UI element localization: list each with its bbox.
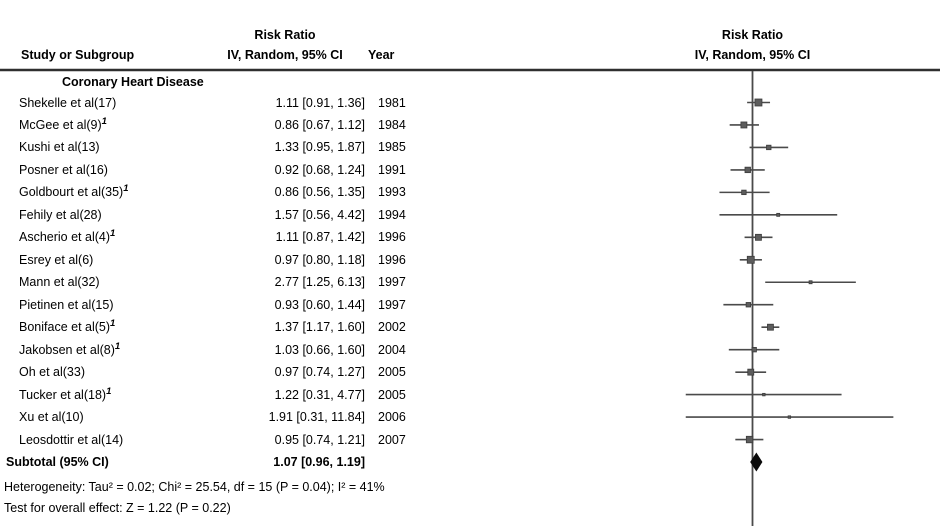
study-label: Oh et al(33) bbox=[19, 365, 86, 380]
study-row: Xu et al(10) 1.91 [0.31, 11.84] 2006 bbox=[0, 408, 470, 426]
study-ci-value: 1.22 [0.31, 4.77] bbox=[274, 387, 365, 402]
study-ci-value: 1.33 [0.95, 1.87] bbox=[274, 140, 365, 155]
study-year: 2002 bbox=[378, 320, 406, 335]
study-ci-value: 1.11 [0.91, 1.36] bbox=[275, 95, 365, 110]
study-label: Mann et al(32) bbox=[19, 275, 100, 290]
effect-marker bbox=[747, 368, 755, 376]
study-label: Goldbourt et al(35)1 bbox=[19, 183, 129, 200]
study-year: 2006 bbox=[378, 410, 406, 425]
effect-marker bbox=[746, 255, 755, 264]
study-year: 1981 bbox=[378, 95, 406, 110]
effect-marker bbox=[808, 280, 813, 285]
study-ci-value: 0.86 [0.67, 1.12] bbox=[274, 117, 365, 132]
year-column-header: Year bbox=[368, 48, 395, 62]
study-ci-value: 1.03 [0.66, 1.60] bbox=[274, 342, 365, 357]
study-year: 2005 bbox=[378, 387, 406, 402]
study-row: Pietinen et al(15) 0.93 [0.60, 1.44] 1997 bbox=[0, 296, 470, 314]
overall-effect-note: Test for overall effect: Z = 1.22 (P = 0… bbox=[4, 501, 231, 515]
study-row: Boniface et al(5)1 1.37 [1.17, 1.60] 2002 bbox=[0, 318, 470, 336]
effect-marker bbox=[762, 392, 766, 397]
study-row: Tucker et al(18)1 1.22 [0.31, 4.77] 2005 bbox=[0, 386, 470, 404]
study-ci-value: 0.95 [0.74, 1.21] bbox=[274, 432, 365, 447]
study-row: Kushi et al(13) 1.33 [0.95, 1.87] 1985 bbox=[0, 138, 470, 156]
study-year: 1985 bbox=[378, 140, 406, 155]
footnote-marker: 1 bbox=[114, 340, 121, 352]
footnote-marker: 1 bbox=[110, 228, 116, 240]
study-label: Jakobsen et al(8)1 bbox=[19, 340, 121, 357]
subgroup-title: Coronary Heart Disease bbox=[62, 75, 204, 89]
study-label: Esrey et al(6) bbox=[19, 252, 94, 267]
study-label: Xu et al(10) bbox=[19, 410, 84, 425]
subtotal-diamond bbox=[750, 452, 763, 472]
plot-effect-header-line2: IV, Random, 95% CI bbox=[694, 48, 811, 62]
effect-marker bbox=[766, 144, 772, 151]
study-ci-value: 0.92 [0.68, 1.24] bbox=[274, 162, 365, 177]
study-row: Esrey et al(6) 0.97 [0.80, 1.18] 1996 bbox=[0, 251, 470, 269]
study-label: Boniface et al(5)1 bbox=[19, 318, 116, 335]
study-row: Goldbourt et al(35)1 0.86 [0.56, 1.35] 199… bbox=[0, 183, 470, 201]
heterogeneity-note: Heterogeneity: Tau² = 0.02; Chi² = 25.54… bbox=[4, 480, 385, 494]
study-label: Fehily et al(28) bbox=[19, 207, 102, 222]
study-row: Jakobsen et al(8)1 1.03 [0.66, 1.60] 2004 bbox=[0, 341, 470, 359]
study-row: Fehily et al(28) 1.57 [0.56, 4.42] 1994 bbox=[0, 206, 470, 224]
effect-marker bbox=[745, 302, 752, 308]
study-year: 1994 bbox=[378, 207, 406, 222]
study-label: Pietinen et al(15) bbox=[19, 297, 114, 312]
left-effect-header-line2: IV, Random, 95% CI bbox=[227, 48, 343, 62]
study-ci-value: 0.97 [0.74, 1.27] bbox=[274, 365, 365, 380]
study-row: Mann et al(32) 2.77 [1.25, 6.13] 1997 bbox=[0, 273, 470, 291]
footnote-marker: 1 bbox=[101, 115, 107, 127]
footnote-marker: 1 bbox=[123, 183, 129, 195]
study-label: Posner et al(16) bbox=[19, 162, 108, 177]
study-row: Oh et al(33) 0.97 [0.74, 1.27] 2005 bbox=[0, 363, 470, 381]
effect-marker bbox=[740, 121, 748, 129]
study-label: Ascherio et al(4)1 bbox=[19, 228, 116, 245]
study-ci-value: 0.93 [0.60, 1.44] bbox=[274, 297, 365, 312]
study-ci-value: 0.97 [0.80, 1.18] bbox=[274, 252, 365, 267]
study-year: 2005 bbox=[378, 365, 406, 380]
effect-marker bbox=[787, 415, 792, 419]
subtotal-label: Subtotal (95% CI) bbox=[6, 455, 109, 469]
study-ci-value: 0.86 [0.56, 1.35] bbox=[274, 185, 365, 200]
study-label: Kushi et al(13) bbox=[19, 140, 100, 155]
effect-marker bbox=[755, 233, 762, 241]
effect-marker bbox=[744, 166, 751, 174]
subtotal-ci-value: 1.07 [0.96, 1.19] bbox=[273, 455, 365, 469]
study-row: Leosdottir et al(14) 0.95 [0.74, 1.21] 200… bbox=[0, 431, 470, 449]
study-ci-value: 1.91 [0.31, 11.84] bbox=[268, 410, 365, 425]
study-ci-value: 1.57 [0.56, 4.42] bbox=[274, 207, 365, 222]
study-year: 2004 bbox=[378, 342, 406, 357]
left-effect-header-line1: Risk Ratio bbox=[254, 28, 316, 42]
effect-marker bbox=[751, 347, 757, 353]
study-row: Shekelle et al(17) 1.11 [0.91, 1.36] 1981 bbox=[0, 94, 470, 112]
study-row: McGee et al(9)1 0.86 [0.67, 1.12] 1984 bbox=[0, 116, 470, 134]
study-year: 1991 bbox=[378, 162, 406, 177]
study-year: 1996 bbox=[378, 230, 406, 245]
study-label: McGee et al(9)1 bbox=[19, 115, 107, 132]
study-year: 1984 bbox=[378, 117, 406, 132]
study-ci-value: 1.11 [0.87, 1.42] bbox=[275, 230, 365, 245]
effect-marker bbox=[745, 435, 754, 444]
footnote-marker: 1 bbox=[106, 385, 112, 397]
effect-marker bbox=[767, 323, 774, 331]
study-row: Ascherio et al(4)1 1.11 [0.87, 1.42] 1996 bbox=[0, 228, 470, 246]
effect-marker bbox=[776, 212, 781, 217]
study-label: Leosdottir et al(14) bbox=[19, 432, 124, 447]
study-year: 1997 bbox=[378, 297, 406, 312]
study-year: 2007 bbox=[378, 432, 406, 447]
study-year: 1997 bbox=[378, 275, 406, 290]
effect-marker bbox=[754, 98, 763, 107]
study-label: Shekelle et al(17) bbox=[19, 95, 117, 110]
study-ci-value: 2.77 [1.25, 6.13] bbox=[274, 275, 365, 290]
study-ci-value: 1.37 [1.17, 1.60] bbox=[274, 320, 365, 335]
effect-marker bbox=[741, 189, 747, 196]
study-row: Posner et al(16) 0.92 [0.68, 1.24] 1991 bbox=[0, 161, 470, 179]
footnote-marker: 1 bbox=[110, 318, 116, 330]
study-column-header: Study or Subgroup bbox=[21, 48, 135, 62]
study-year: 1993 bbox=[378, 185, 406, 200]
plot-effect-header-line1: Risk Ratio bbox=[721, 28, 784, 42]
study-year: 1996 bbox=[378, 252, 406, 267]
study-label: Tucker et al(18)1 bbox=[19, 385, 112, 402]
